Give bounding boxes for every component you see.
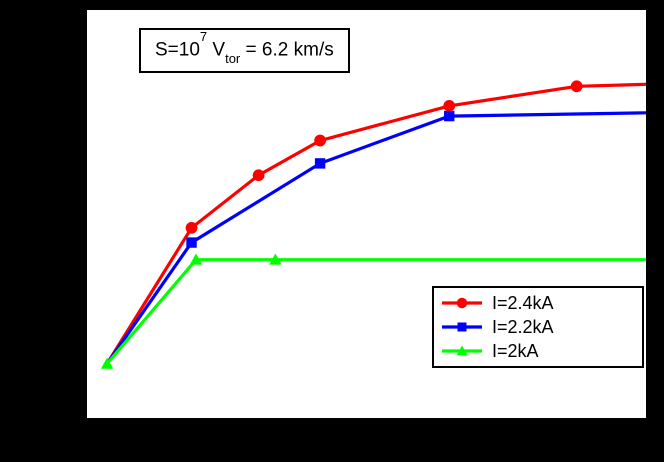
legend-sample-circle-icon (442, 297, 482, 309)
legend-item-label: I=2kA (492, 341, 539, 361)
legend-item-label: I=2.2kA (492, 317, 554, 337)
legend-item: I=2kA (440, 339, 636, 363)
plot-area: S=107 Vtor = 6.2 km/s I=2.4kA I=2.2kA I=… (85, 8, 648, 420)
annotation-prefix: S=10 (155, 39, 200, 61)
annotation-subscript: tor (225, 51, 241, 67)
title-annotation: S=107 Vtor = 6.2 km/s (139, 28, 350, 74)
legend-item-label: I=2.4kA (492, 293, 554, 313)
legend-sample-triangle-icon (442, 345, 482, 356)
legend: I=2.4kA I=2.2kA I=2kA (432, 286, 644, 368)
legend-item: I=2.4kA (440, 291, 636, 315)
legend-sample-square-icon (442, 322, 482, 332)
annotation-exponent: 7 (199, 29, 208, 44)
plot-svg (100, 80, 646, 369)
legend-item: I=2.2kA (440, 315, 636, 339)
annotation-variable: V (207, 39, 226, 61)
annotation-suffix: = 6.2 km/s (240, 39, 334, 61)
